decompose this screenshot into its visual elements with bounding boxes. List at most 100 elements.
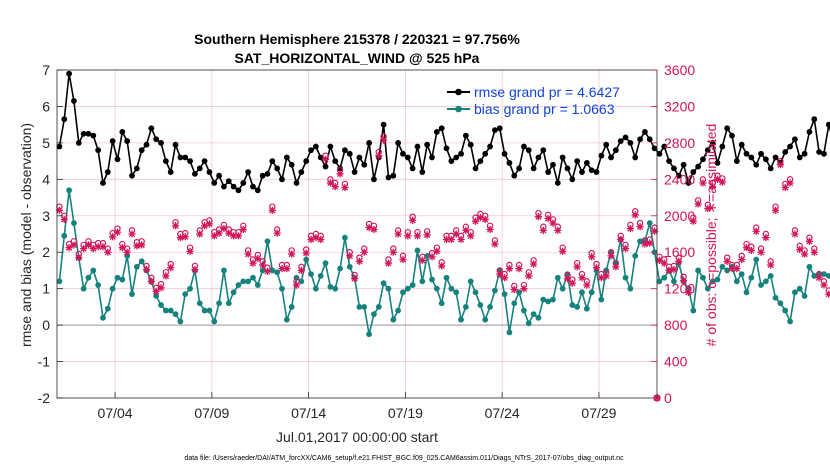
data-point (371, 311, 377, 318)
assimilated-obs-marker (423, 231, 431, 239)
data-point (288, 161, 295, 168)
assimilated-obs-marker (249, 259, 257, 267)
data-point (61, 116, 68, 123)
assimilated-obs-marker (481, 215, 489, 224)
series-layer (55, 70, 830, 402)
assimilated-obs-marker (771, 206, 780, 214)
assimilated-obs-marker (791, 230, 799, 238)
assimilated-obs-marker (321, 155, 330, 163)
data-point (85, 274, 92, 281)
data-point (138, 258, 145, 265)
assimilated-obs-marker (176, 234, 184, 242)
assimilated-obs-marker (317, 235, 325, 244)
data-point (574, 158, 581, 165)
assimilated-obs-marker (588, 253, 596, 261)
data-point (250, 274, 256, 281)
legend-bias-label: bias grand pr = 1.0663 (474, 101, 615, 117)
data-point (666, 158, 672, 165)
assimilated-obs-marker (138, 241, 146, 249)
data-point (709, 139, 716, 146)
assimilated-obs-marker (210, 232, 218, 240)
y-right-tick-label: 3600 (664, 62, 695, 78)
y-axis-left-label: rmse and bias (model - observation) (18, 123, 34, 347)
data-point (71, 220, 77, 226)
series-rmse (56, 70, 830, 194)
data-point (346, 263, 353, 270)
assimilated-obs-marker (273, 229, 281, 237)
assimilated-obs-marker (278, 265, 286, 273)
data-point (535, 314, 542, 321)
data-point (337, 165, 343, 172)
assimilated-obs-marker (636, 223, 644, 231)
data-point (385, 174, 392, 181)
data-point (158, 139, 164, 146)
assimilated-obs-marker (239, 225, 247, 234)
assimilated-obs-marker (268, 206, 276, 214)
assimilated-obs-marker (462, 226, 470, 234)
data-point (230, 183, 237, 190)
data-point (733, 158, 740, 165)
data-point (366, 331, 372, 338)
data-point (656, 150, 663, 157)
assimilated-obs-marker (626, 224, 634, 233)
data-point (438, 125, 445, 132)
data-point (477, 158, 484, 165)
data-point (448, 158, 455, 165)
data-point (762, 278, 769, 285)
data-point (825, 121, 830, 128)
data-point (762, 156, 769, 163)
data-point (351, 169, 358, 175)
assimilated-obs-marker (573, 263, 581, 271)
data-point (298, 169, 305, 175)
data-point (371, 176, 377, 183)
data-point (322, 260, 329, 267)
assimilated-obs-marker (297, 266, 305, 275)
data-point (487, 303, 493, 310)
y-left-tick-label: -1 (38, 354, 51, 370)
assimilated-obs-marker (563, 275, 572, 283)
data-point (821, 150, 827, 157)
data-point (704, 147, 711, 154)
assimilated-obs-marker (181, 233, 189, 241)
y-right-tick-label: 3200 (664, 98, 695, 114)
data-point (782, 149, 789, 155)
data-point (95, 147, 102, 154)
y-right-tick-label: 2000 (664, 208, 695, 224)
assimilated-obs-marker (292, 281, 301, 289)
assimilated-obs-marker (341, 183, 349, 192)
data-point (221, 267, 227, 274)
data-point (245, 169, 252, 175)
assimilated-obs-marker (350, 275, 359, 283)
assimilated-obs-marker (534, 213, 543, 221)
y-right-tick-label: 2800 (664, 135, 695, 151)
data-point (400, 289, 406, 296)
data-point (492, 287, 498, 294)
assimilated-obs-marker (583, 281, 591, 289)
data-point (172, 141, 179, 148)
data-point (646, 220, 653, 226)
axis-ticks: 0 400 800 1200 1600 2000 2400 2800 3200 3600 -2 -1 0… (38, 62, 696, 421)
data-point (501, 150, 508, 157)
data-point (462, 132, 469, 139)
data-point (269, 158, 276, 165)
y-left-tick-label: -2 (38, 390, 51, 406)
data-point (588, 167, 595, 174)
data-point (153, 293, 160, 299)
data-point (240, 278, 247, 285)
assimilated-obs-marker (384, 259, 393, 267)
data-point (685, 180, 692, 186)
data-point (719, 263, 726, 270)
data-point (821, 271, 827, 277)
assimilated-obs-marker (520, 285, 528, 293)
assimilated-obs-marker (220, 224, 228, 233)
data-point (482, 316, 489, 323)
data-point (172, 311, 179, 318)
assimilated-obs-marker (418, 256, 426, 265)
data-point (124, 138, 131, 144)
data-point (801, 293, 808, 299)
data-point (129, 291, 135, 298)
data-point (792, 289, 798, 296)
data-point (545, 169, 552, 175)
data-point (153, 136, 160, 143)
